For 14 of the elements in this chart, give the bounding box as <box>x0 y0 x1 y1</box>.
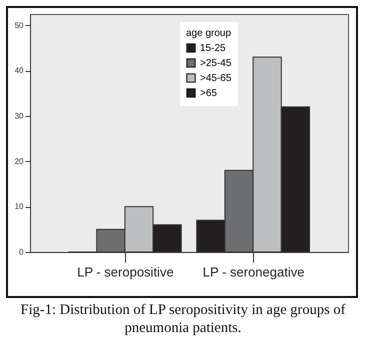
text: Fig-1: Distribution of LP seropositivity in age groups of pneumonia patients. <box>20 301 346 337</box>
y-tick-label: 50 <box>14 20 24 30</box>
legend-label: 15-25 <box>200 43 226 54</box>
y-tick-label: 10 <box>14 202 24 212</box>
legend-label: >65 <box>200 88 218 99</box>
legend-label: >45-65 <box>200 73 232 84</box>
legend-title: age group <box>186 28 232 39</box>
x-tick-label: LP - seropositive <box>77 264 174 280</box>
x-tick-label: LP - seronegative <box>202 264 304 280</box>
y-tick-label: 30 <box>14 112 24 120</box>
legend-label: >25-45 <box>200 58 232 69</box>
y-tick-label: 0 <box>19 248 24 256</box>
y-tick-label: 20 <box>14 156 24 166</box>
y-tick-label: 40 <box>14 66 24 76</box>
